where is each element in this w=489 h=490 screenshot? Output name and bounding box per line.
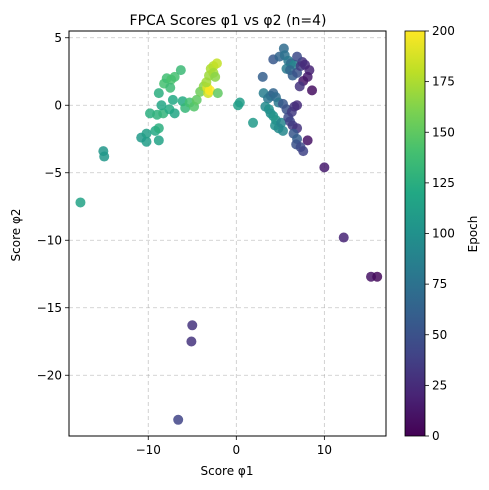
y-tick-label: −10 (37, 233, 62, 247)
y-axis-label: Score φ2 (9, 209, 23, 262)
data-point (186, 336, 197, 347)
colorbar-ticks: 0 25 50 75 100 125 150 175 200 (425, 24, 455, 443)
data-point (307, 85, 318, 96)
data-point (167, 94, 178, 105)
data-point (75, 197, 86, 208)
data-point (319, 162, 330, 173)
data-point (292, 51, 303, 62)
colorbar-tick-label: 175 (432, 75, 455, 89)
x-tick-label: −10 (136, 443, 161, 457)
data-point (204, 85, 215, 96)
y-tick-label: 0 (54, 98, 62, 112)
plot-area (69, 31, 386, 436)
data-point (169, 71, 180, 82)
data-point (99, 151, 110, 162)
colorbar-tick-label: 100 (432, 227, 455, 241)
y-axis-ticks: 5 0 −5 −10 −15 −20 (37, 31, 69, 382)
data-point (156, 100, 167, 111)
data-point (294, 81, 305, 92)
y-tick-label: 5 (54, 31, 62, 45)
colorbar-tick-label: 125 (432, 176, 455, 190)
data-point (187, 320, 198, 331)
data-point (338, 232, 349, 243)
data-point (153, 135, 164, 146)
data-point (212, 88, 223, 99)
colorbar-tick-label: 200 (432, 24, 455, 38)
data-point (153, 123, 164, 134)
data-point (292, 100, 303, 111)
data-point (211, 58, 222, 69)
data-point (210, 71, 221, 82)
data-point (169, 108, 180, 119)
plot-frame (68, 30, 387, 437)
colorbar-tick-label: 75 (432, 277, 447, 291)
x-tick-label: 0 (232, 443, 240, 457)
colorbar-tick-label: 150 (432, 125, 455, 139)
y-tick-label: −20 (37, 368, 62, 382)
data-point (277, 125, 288, 136)
data-point (302, 135, 313, 146)
data-point (248, 117, 259, 128)
data-point (372, 271, 383, 282)
y-tick-label: −5 (44, 166, 62, 180)
data-point (257, 71, 268, 82)
colorbar (404, 30, 426, 437)
data-point (276, 117, 287, 128)
data-point (173, 414, 184, 425)
colorbar-tick-label: 50 (432, 328, 447, 342)
colorbar-tick-label: 25 (432, 378, 447, 392)
data-point (191, 94, 202, 105)
colorbar-tick-label: 0 (432, 429, 440, 443)
colorbar-label: Epoch (466, 216, 480, 253)
data-point (141, 128, 152, 139)
data-point (165, 82, 176, 93)
data-points (75, 43, 383, 425)
data-point (298, 146, 309, 157)
data-point (175, 65, 186, 76)
chart-title: FPCA Scores φ1 vs φ2 (n=4) (130, 13, 327, 29)
x-tick-label: 10 (317, 443, 332, 457)
data-point (234, 97, 245, 108)
grid (69, 31, 386, 436)
data-point (153, 88, 164, 99)
x-axis-label: Score φ1 (201, 464, 254, 478)
y-tick-label: −15 (37, 301, 62, 315)
x-axis-ticks: −10 0 10 (136, 436, 332, 457)
